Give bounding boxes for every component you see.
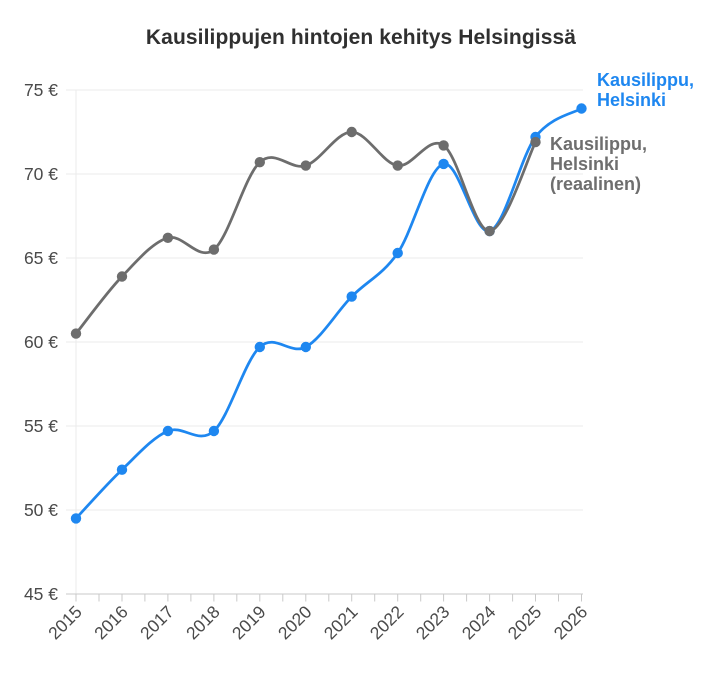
data-point[interactable] — [438, 158, 449, 170]
series-label-kausilippu-helsinki: Kausilippu, Helsinki — [597, 70, 694, 110]
series-label-line: Kausilippu, — [597, 70, 695, 90]
x-axis-tick-label: 2022 — [366, 602, 408, 644]
y-axis-tick-label: 65 € — [24, 248, 58, 268]
x-axis-tick-label: 2026 — [550, 602, 592, 644]
data-point[interactable] — [530, 136, 541, 148]
data-point[interactable] — [70, 328, 82, 339]
data-point[interactable] — [208, 244, 220, 255]
data-point[interactable] — [162, 425, 174, 437]
x-axis-tick-label: 2020 — [274, 602, 316, 644]
x-axis-tick-label: 2019 — [228, 602, 270, 644]
y-axis-tick-label: 75 € — [24, 80, 58, 100]
data-point[interactable] — [346, 291, 357, 302]
series-label-line: (reaalinen) — [550, 174, 642, 194]
x-axis-tick-label: 2023 — [412, 602, 454, 644]
data-point[interactable] — [346, 126, 357, 138]
data-point[interactable] — [392, 247, 403, 259]
x-axis-tick-label: 2024 — [458, 602, 500, 644]
series-label-line: Helsinki — [597, 90, 667, 110]
data-point[interactable] — [392, 160, 403, 171]
y-axis-tick-label: 50 € — [24, 500, 58, 520]
data-point[interactable] — [254, 157, 265, 168]
data-point[interactable] — [300, 341, 311, 353]
x-axis-tick-label: 2016 — [90, 602, 132, 644]
data-point[interactable] — [70, 513, 82, 524]
y-axis-tick-label: 55 € — [24, 416, 58, 436]
data-point[interactable] — [484, 225, 495, 237]
y-axis-tick-label: 70 € — [24, 164, 58, 184]
data-point[interactable] — [576, 103, 587, 114]
data-point[interactable] — [254, 341, 265, 353]
x-axis-tick-label: 2025 — [504, 602, 546, 644]
data-point[interactable] — [208, 425, 220, 437]
x-axis-tick-label: 2015 — [44, 602, 86, 644]
data-point[interactable] — [438, 140, 449, 151]
series-line — [74, 107, 583, 520]
data-point[interactable] — [116, 271, 128, 282]
data-point[interactable] — [116, 464, 128, 475]
y-axis-tick-label: 45 € — [24, 584, 58, 604]
x-axis-tick-label: 2018 — [182, 602, 224, 644]
chart-title: Kausilippujen hintojen kehitys Helsingis… — [145, 26, 577, 49]
x-axis-tick-label: 2017 — [136, 602, 178, 644]
x-axis-tick-label: 2021 — [320, 602, 362, 644]
data-point[interactable] — [162, 232, 174, 243]
series-label-line: Kausilippu, — [550, 134, 648, 154]
series-label-line: Helsinki — [550, 154, 620, 174]
y-axis-tick-label: 60 € — [24, 332, 58, 352]
data-point[interactable] — [300, 160, 311, 171]
series-label-kausilippu-helsinki-reaalinen: Kausilippu, Helsinki (reaalinen) — [550, 134, 647, 194]
